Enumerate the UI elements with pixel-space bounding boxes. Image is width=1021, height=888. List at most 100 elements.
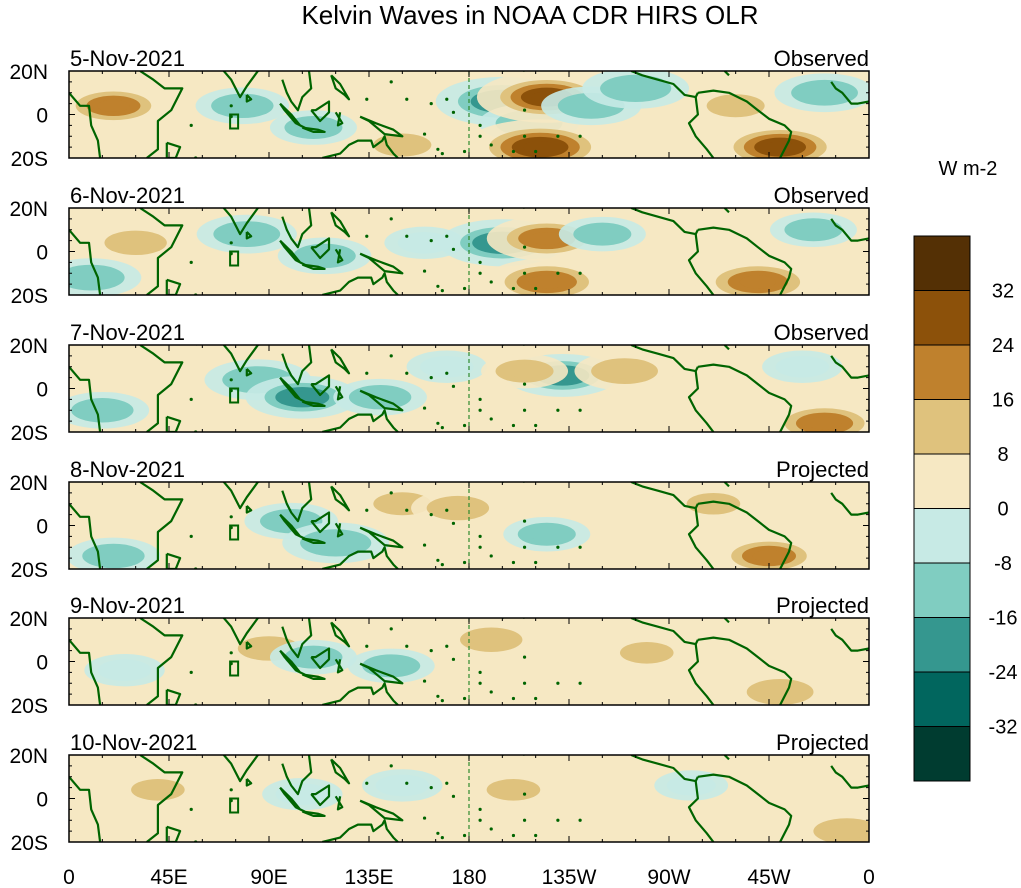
island-dot (489, 554, 493, 558)
coastline (310, 511, 331, 534)
island-dot (445, 508, 449, 512)
island-dot (534, 833, 538, 838)
coastline (69, 366, 102, 432)
island-dot (522, 681, 527, 685)
anomaly-cell (397, 232, 452, 254)
coastline (222, 71, 261, 99)
coastline (830, 628, 869, 652)
colorbar-label: 0 (997, 499, 1008, 521)
island-dot (389, 217, 393, 221)
island-dot (511, 149, 516, 154)
coastline (359, 115, 404, 138)
island-dot (522, 655, 527, 659)
island-dot (511, 560, 516, 565)
anomaly-cell (584, 227, 620, 242)
y-tick-label: 20S (11, 148, 48, 171)
coastline (334, 795, 344, 811)
coastline (687, 780, 715, 842)
island-dot (189, 670, 193, 674)
island-dot (462, 423, 467, 428)
y-tick-label: 20S (11, 832, 48, 855)
island-dot (478, 670, 482, 674)
coastline (222, 345, 261, 373)
coastline (222, 482, 261, 510)
island-dot (511, 423, 516, 428)
island-dot (478, 134, 482, 138)
island-dot (511, 696, 516, 701)
anomaly-cell (807, 416, 842, 430)
island-dot (405, 234, 409, 238)
island-dot (436, 284, 440, 288)
island-dot (556, 818, 560, 822)
island-dot (189, 260, 193, 264)
x-tick-label: 45E (150, 866, 187, 888)
coastlines (69, 345, 869, 432)
map-panel: 20N 0 20S 9-Nov-2021 Projected (9, 593, 870, 718)
island-dot (229, 651, 233, 655)
x-tick-label: 180 (451, 866, 486, 888)
anomaly-cell (507, 364, 542, 378)
anomaly-cell (796, 222, 831, 237)
coastline (322, 135, 399, 158)
coastline (334, 522, 344, 538)
coastline (697, 636, 793, 705)
island-dot (389, 627, 393, 631)
island-dot (534, 560, 538, 565)
coastline (281, 208, 313, 249)
island-dot (229, 104, 233, 108)
coastline (69, 776, 102, 842)
x-tick-label: 90E (250, 866, 287, 888)
island-dot (429, 239, 433, 243)
coastline (322, 682, 399, 705)
coastline (334, 658, 344, 674)
coastline (245, 778, 253, 787)
island-dot (389, 764, 393, 768)
island-dot (451, 657, 456, 661)
coastlines (69, 208, 869, 295)
island-dot (429, 102, 433, 106)
island-dot (522, 818, 527, 822)
coastline (330, 74, 351, 101)
coastline (301, 400, 326, 407)
island-dot (451, 384, 456, 388)
coastline (222, 208, 261, 236)
coastline (165, 688, 182, 705)
island-dot (462, 696, 467, 701)
coastline (139, 482, 184, 569)
island-dot (489, 690, 493, 694)
island-dot (189, 807, 193, 811)
island-dot (578, 681, 582, 685)
coastline (245, 505, 253, 514)
coastline (139, 618, 184, 705)
island-dot (365, 508, 369, 512)
anomaly-cell (486, 779, 541, 801)
anomaly-cell (116, 235, 155, 251)
anomaly-cell (739, 275, 776, 289)
island-dot (365, 371, 369, 375)
colorbar-swatch (913, 399, 971, 455)
map-panel: 20N 0 20S 5-Nov-2021 Observed (9, 46, 870, 171)
island-dot (556, 681, 560, 685)
y-tick-label: 0 (36, 516, 48, 539)
island-dot (478, 681, 482, 685)
island-dot (478, 807, 482, 811)
island-dot (511, 833, 516, 838)
panel-status: Observed (774, 46, 869, 71)
island-dot (478, 123, 482, 127)
coastline (322, 819, 399, 842)
island-dot (436, 831, 440, 835)
island-dot (462, 560, 467, 565)
coastline (310, 647, 331, 670)
island-dot (478, 260, 482, 264)
island-dot (389, 354, 393, 358)
coastline (330, 211, 351, 238)
coastline (301, 810, 326, 817)
island-dot (534, 149, 538, 154)
island-dot (405, 97, 409, 101)
panel-date: 8-Nov-2021 (70, 457, 185, 482)
anomaly-cell (94, 548, 133, 564)
coastline (359, 389, 404, 412)
colorbar-label: -32 (989, 717, 1018, 739)
island-dot (429, 786, 433, 790)
coastline (330, 621, 351, 648)
